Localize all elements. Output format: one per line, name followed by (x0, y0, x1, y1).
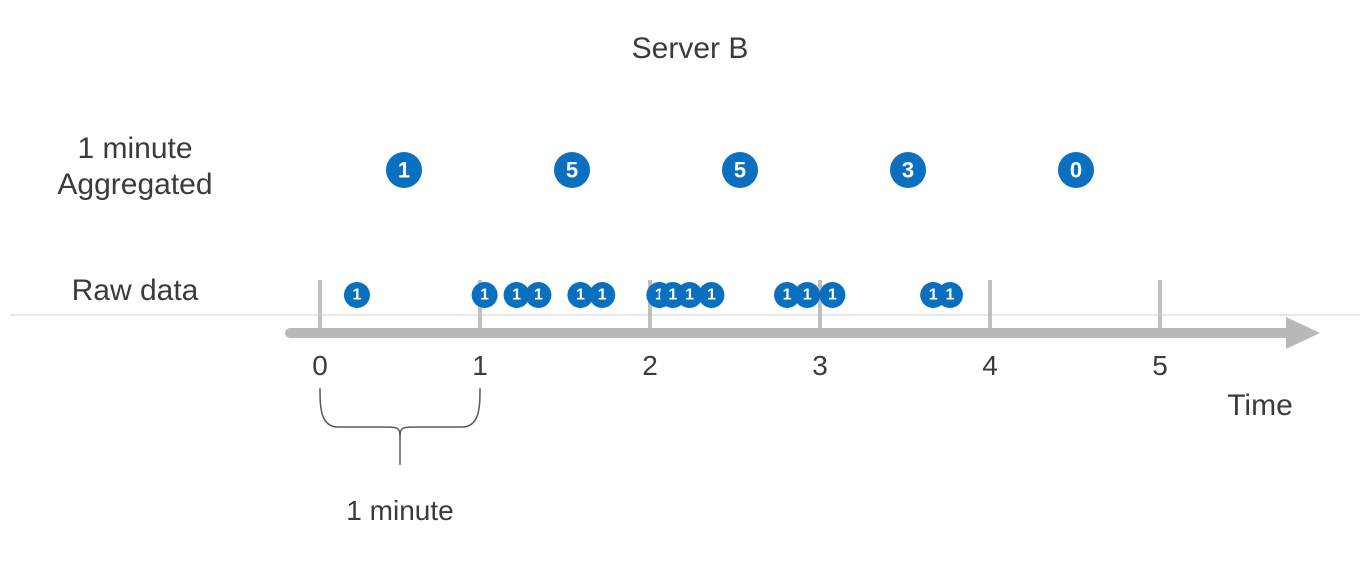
aggregated-dot-value: 5 (566, 158, 578, 183)
raw-dot-value: 1 (668, 287, 677, 304)
raw-dot-value: 1 (946, 287, 955, 304)
aggregated-dot-value: 1 (398, 158, 410, 183)
axis-tick-label: 4 (982, 350, 998, 381)
aggregated-dot-value: 5 (734, 158, 746, 183)
axis-tick-label: 0 (312, 350, 328, 381)
raw-dot-value: 1 (534, 287, 543, 304)
raw-label: Raw data (72, 274, 199, 307)
aggregated-label-line1: 1 minute (77, 132, 192, 165)
raw-dot-value: 1 (707, 287, 716, 304)
raw-dot-value: 1 (828, 287, 837, 304)
raw-dot-value: 1 (783, 287, 792, 304)
axis-tick-label: 5 (1152, 350, 1168, 381)
aggregated-label-line2: Aggregated (57, 168, 212, 201)
raw-dot-value: 1 (480, 287, 489, 304)
raw-dot-value: 1 (685, 287, 694, 304)
raw-dot-value: 1 (512, 287, 521, 304)
raw-dot-value: 1 (929, 287, 938, 304)
interval-brace-label: 1 minute (346, 495, 453, 526)
time-axis-label: Time (1227, 389, 1293, 422)
raw-dot-value: 1 (353, 287, 362, 304)
axis-tick-label: 1 (472, 350, 488, 381)
aggregation-diagram: Server B1 minuteAggregatedRaw data012345… (0, 0, 1370, 573)
raw-dot-value: 1 (576, 287, 585, 304)
aggregated-dot-value: 0 (1070, 158, 1082, 183)
raw-dot-value: 1 (598, 287, 607, 304)
diagram-title: Server B (632, 32, 749, 65)
axis-tick-label: 3 (812, 350, 828, 381)
axis-tick-label: 2 (642, 350, 658, 381)
aggregated-dot-value: 3 (902, 158, 914, 183)
raw-dot-value: 1 (803, 287, 812, 304)
